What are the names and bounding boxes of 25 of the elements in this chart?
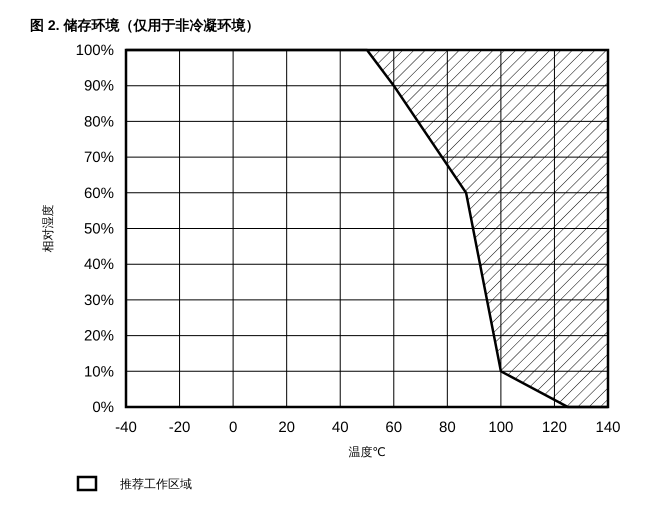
y-tick-label: 100% [76,42,114,59]
x-tick-label: -20 [168,419,190,436]
y-tick-label: 40% [84,256,114,274]
y-tick-label: 60% [84,184,114,202]
x-tick-label: 20 [278,419,296,436]
y-tick-label: 90% [84,78,114,95]
legend-label: 推荐工作区域 [120,477,192,491]
y-tick-label: 50% [84,220,114,238]
chart-title: 图 2. 储存环境（仅用于非冷凝环境） [30,17,260,33]
y-tick-label: 80% [84,113,114,130]
y-tick-label: 20% [84,328,114,345]
y-tick-label: 0% [92,399,114,416]
x-tick-label: 40 [332,419,349,436]
y-tick-label: 30% [84,292,114,309]
x-tick-label: 100 [488,419,514,436]
y-tick-label: 10% [84,363,114,380]
x-tick-label: -40 [115,419,137,436]
y-axis-title: 相对湿度 [41,204,55,252]
x-tick-label: 0 [228,419,238,436]
y-tick-label: 70% [84,149,114,166]
x-tick-label: 80 [438,419,456,436]
x-tick-label: 60 [385,419,402,436]
x-axis-title: 温度℃ [348,445,386,459]
x-tick-label: 120 [542,419,567,436]
x-tick-label: 140 [595,419,621,436]
